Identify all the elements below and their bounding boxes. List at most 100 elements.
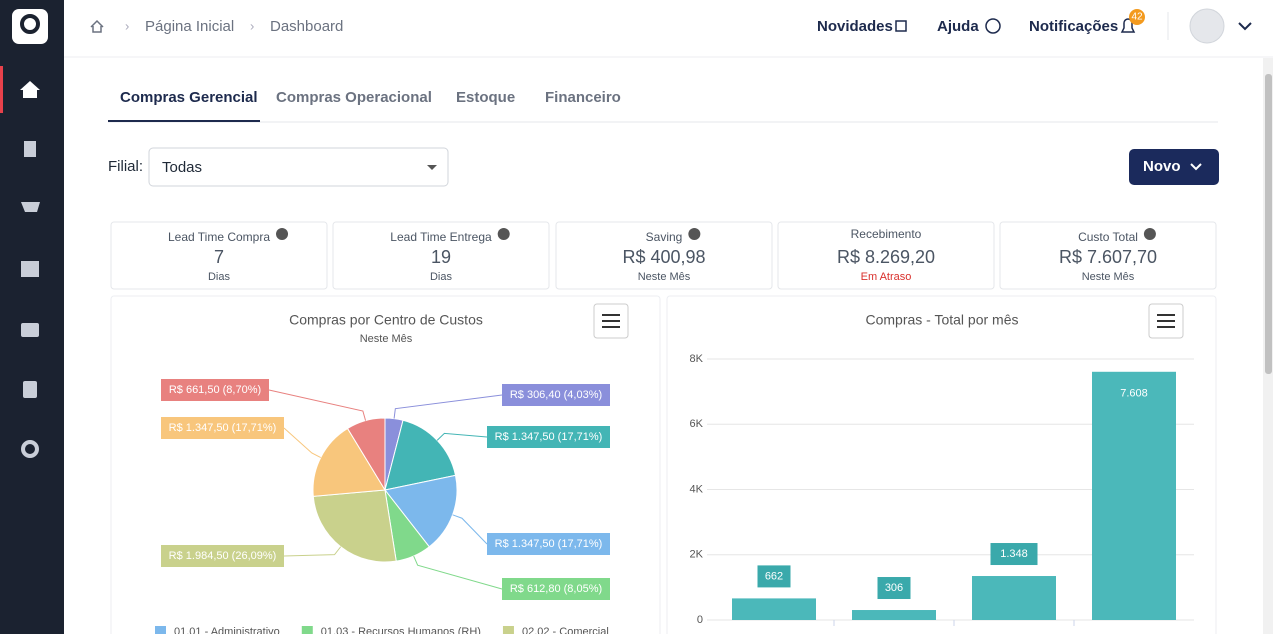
separator: ›: [125, 18, 129, 33]
bar[interactable]: [852, 610, 936, 620]
data-label: R$ 1.347,50 (17,71%): [169, 422, 277, 434]
kpi-unit: Dias: [208, 271, 231, 283]
kpi-title: Saving: [646, 230, 683, 244]
data-label-box: [161, 545, 284, 567]
data-label: R$ 1.984,50 (26,09%): [169, 550, 277, 562]
sidebar: [0, 0, 64, 634]
menu-icon: [1157, 314, 1175, 328]
y-tick-label: 8K: [690, 353, 704, 365]
help-icon[interactable]: [497, 228, 510, 240]
kpi-unit: Neste Mês: [638, 271, 691, 283]
header-link[interactable]: Notificações: [1029, 18, 1118, 35]
breadcrumb-home[interactable]: [90, 19, 104, 33]
data-label: R$ 612,80 (8,05%): [510, 583, 602, 595]
kpi-card: [332, 221, 550, 290]
badge: [1129, 9, 1145, 25]
tab[interactable]: Compras Operacional: [276, 89, 432, 106]
y-tick-label: 2K: [690, 549, 704, 561]
data-label: 306: [885, 582, 903, 594]
pie-slice: [312, 489, 397, 563]
data-label: 7.608: [1120, 388, 1148, 400]
external-icon: [895, 20, 907, 32]
bar[interactable]: [732, 598, 816, 620]
breadcrumb-current: Dashboard: [270, 18, 343, 35]
new-button-label: Novo: [1143, 158, 1181, 175]
bar-menu[interactable]: [1148, 303, 1184, 339]
chart-title: Compras - Total por mês: [865, 312, 1018, 328]
separator: ›: [250, 18, 254, 33]
kpi-unit: Em Atraso: [861, 271, 912, 283]
help-icon[interactable]: [688, 228, 701, 240]
briefcase-icon[interactable]: [21, 323, 39, 337]
data-label: 662: [765, 570, 783, 582]
pie-menu[interactable]: [593, 303, 629, 339]
new-button[interactable]: [1129, 149, 1219, 185]
menu-icon: [602, 314, 620, 328]
bell-icon[interactable]: [1120, 18, 1136, 33]
legend-swatch[interactable]: [502, 626, 514, 634]
connector: [283, 546, 342, 557]
chart-subtitle: Neste Mês: [360, 333, 413, 345]
bar[interactable]: [972, 576, 1056, 620]
avatar[interactable]: [1189, 8, 1225, 44]
legend-swatch[interactable]: [155, 626, 166, 634]
logo-mark: [20, 14, 40, 34]
user-menu-chevron[interactable]: [1238, 22, 1252, 31]
new-button-chevron: [1190, 163, 1202, 171]
filter-select[interactable]: [148, 147, 449, 187]
pie-slice: [346, 417, 386, 492]
header-link[interactable]: Ajuda: [937, 18, 979, 35]
kpi-unit: Neste Mês: [1082, 271, 1135, 283]
home-icon[interactable]: [20, 81, 40, 98]
kpi-card: [555, 221, 773, 290]
filter-label: Filial:: [108, 158, 143, 175]
settings-icon[interactable]: [21, 440, 39, 458]
tab[interactable]: Estoque: [456, 89, 515, 106]
data-label: 1.348: [1000, 548, 1028, 560]
kpi-title: Custo Total: [1078, 230, 1138, 244]
y-tick-label: 4K: [690, 483, 704, 495]
scrollbar-thumb[interactable]: [1265, 74, 1272, 374]
data-label-box: [877, 577, 911, 600]
data-label-box: [502, 384, 610, 406]
select-arrow: [427, 165, 437, 170]
connector: [452, 514, 488, 545]
legend-label[interactable]: 02.02 - Comercial: [522, 626, 609, 634]
header-link[interactable]: Novidades: [817, 18, 893, 35]
legend-label[interactable]: 01.01 - Administrativo: [174, 626, 280, 634]
data-label: R$ 1.347,50 (17,71%): [495, 431, 603, 443]
notification-count: 42: [1131, 12, 1143, 23]
active-tab-underline: [108, 120, 260, 122]
data-label-box: [161, 417, 284, 439]
kpi-title: Lead Time Entrega: [390, 230, 492, 244]
tab[interactable]: Compras Gerencial: [120, 89, 258, 106]
tab[interactable]: Financeiro: [545, 89, 621, 106]
data-label-box: [757, 565, 791, 588]
connector: [413, 555, 503, 590]
data-label: R$ 1.347,50 (17,71%): [495, 538, 603, 550]
kpi-title: Recebimento: [851, 227, 922, 241]
chart-title: Compras por Centro de Custos: [289, 312, 483, 328]
help-icon: [985, 18, 1001, 34]
data-label: R$ 661,50 (8,70%): [169, 384, 261, 396]
kpi-unit: Dias: [430, 271, 453, 283]
building-icon[interactable]: [24, 141, 36, 157]
legend-label[interactable]: 01.03 - Recursos Humanos (RH): [321, 626, 481, 634]
breadcrumb-link[interactable]: Página Inicial: [145, 18, 234, 35]
help-icon[interactable]: [1143, 228, 1156, 240]
cart-icon[interactable]: [21, 202, 40, 212]
kpi-card: [999, 221, 1217, 290]
bar[interactable]: [1092, 371, 1176, 620]
kpi-value: 7: [214, 247, 224, 267]
legend-swatch[interactable]: [301, 626, 313, 634]
help-icon[interactable]: [276, 228, 289, 240]
connector: [283, 427, 321, 458]
kpi-card: [110, 221, 328, 290]
store-icon[interactable]: [21, 261, 39, 277]
active-indicator: [0, 66, 3, 113]
data-label-box: [990, 543, 1038, 566]
logo[interactable]: [12, 9, 48, 44]
calculator-icon[interactable]: [23, 381, 37, 398]
